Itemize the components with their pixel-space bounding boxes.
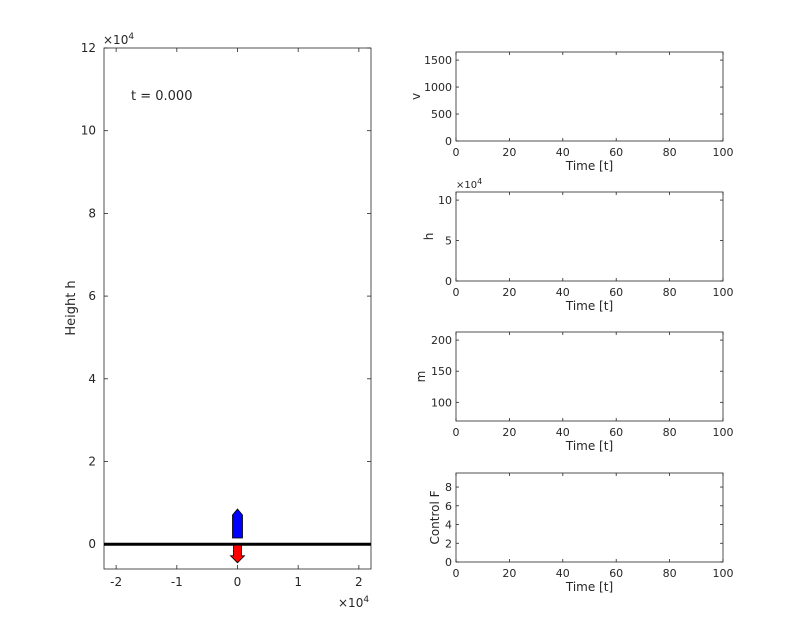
velocity-x-tick-label: 100 [713,146,734,159]
mass-y-tick-label: 150 [431,365,452,378]
rocket-body [232,508,243,539]
height-y-exponent: ×104 [456,177,482,191]
height-x-tick-label: 60 [609,286,623,299]
control-y-tick-label: 2 [445,537,452,550]
control-y-tick-label: 0 [445,556,452,569]
control-ylabel: Control F [428,490,442,544]
main-x-exponent-power: 4 [363,595,369,605]
main-y-exponent: ×104 [103,32,134,47]
height-axes-ticks [455,192,724,282]
main-x-tick-label: 2 [355,575,363,589]
height-y-tick-label: 10 [438,194,452,207]
mass-x-tick-label: 20 [502,426,516,439]
svg-text:×104: ×104 [338,595,369,610]
height-y-tick-label: 0 [445,275,452,288]
height-xlabel: Time [t] [565,299,613,313]
velocity-xlabel: Time [t] [565,159,613,173]
mass-axes-tick-labels: 0 20 40 60 80 100 100 150 200 [431,334,734,439]
mass-axes-box [455,331,724,422]
main-y-tick-label: 8 [88,206,96,220]
control-x-tick-label: 80 [663,567,677,580]
height-x-tick-label: 100 [713,286,734,299]
main-y-tick-label: 10 [81,124,96,138]
velocity-y-tick-label: 1000 [424,81,452,94]
control-xlabel: Time [t] [565,580,613,594]
height-x-tick-label: 40 [556,286,570,299]
mass-axes: 0 20 40 60 80 100 100 150 200 Time [t] m [414,331,734,453]
height-axes-box [455,191,724,282]
height-axes: 0 20 40 60 80 100 0 5 10 Time [t] h ×104 [422,177,734,313]
main-x-tick-label: 0 [234,575,242,589]
mass-x-tick-label: 60 [609,426,623,439]
main-x-tick-label: 1 [294,575,302,589]
velocity-ylabel: v [409,93,423,100]
height-ylabel: h [422,233,436,241]
control-axes: 0 20 40 60 80 100 0 2 4 6 8 Time [t] Control F [428,472,734,594]
main-x-tick-label: -2 [110,575,122,589]
height-x-tick-label: 20 [502,286,516,299]
main-y-tick-label: 6 [88,289,96,303]
control-x-tick-label: 20 [502,567,516,580]
control-axes-ticks [455,473,724,563]
velocity-y-tick-label: 500 [431,108,452,121]
height-x-tick-label: 80 [663,286,677,299]
main-y-tick-label: 0 [88,537,96,551]
main-axes-box [103,47,372,570]
mass-axes-ticks [455,332,724,421]
velocity-y-tick-label: 1500 [424,54,452,67]
mass-ylabel: m [414,371,428,383]
velocity-x-tick-label: 80 [663,146,677,159]
height-y-exponent-power: 4 [477,177,482,186]
velocity-x-tick-label: 20 [502,146,516,159]
velocity-y-tick-label: 0 [445,135,452,148]
main-x-tick-label: -1 [171,575,183,589]
control-axes-box [455,472,724,563]
velocity-axes-box [455,51,724,142]
main-y-exponent-power: 4 [128,32,134,42]
main-y-tick-label: 4 [88,372,96,386]
control-x-tick-label: 60 [609,567,623,580]
main-y-exponent-base: ×10 [103,33,128,47]
control-y-tick-label: 4 [445,519,452,532]
main-y-tick-label: 12 [81,41,96,55]
velocity-x-tick-label: 60 [609,146,623,159]
main-x-exponent: ×104 [338,595,369,610]
rocket-marker [229,508,246,564]
svg-text:×104: ×104 [103,32,134,47]
mass-x-tick-label: 100 [713,426,734,439]
control-x-tick-label: 100 [713,567,734,580]
time-annotation: t = 0.000 [131,89,192,104]
velocity-axes-ticks [455,52,724,142]
velocity-x-tick-label: 40 [556,146,570,159]
control-x-tick-label: 40 [556,567,570,580]
control-axes-tick-labels: 0 20 40 60 80 100 0 2 4 6 8 [445,481,734,580]
control-x-tick-label: 0 [453,567,460,580]
mass-xlabel: Time [t] [565,439,613,453]
mass-y-tick-label: 200 [431,334,452,347]
mass-x-tick-label: 40 [556,426,570,439]
mass-x-tick-label: 80 [663,426,677,439]
mass-y-tick-label: 100 [431,396,452,409]
height-x-tick-label: 0 [453,286,460,299]
height-y-tick-label: 5 [445,235,452,248]
mass-x-tick-label: 0 [453,426,460,439]
velocity-x-tick-label: 0 [453,146,460,159]
height-y-exponent-base: ×10 [456,180,477,191]
rocket-thrust-arrow [229,544,246,564]
main-y-tick-label: 2 [88,454,96,468]
height-axes-tick-labels: 0 20 40 60 80 100 0 5 10 [438,194,734,299]
control-y-tick-label: 6 [445,500,452,513]
main-x-exponent-base: ×10 [338,596,363,610]
control-y-tick-label: 8 [445,481,452,494]
main-ylabel: Height h [64,280,79,335]
svg-text:×104: ×104 [456,177,482,191]
